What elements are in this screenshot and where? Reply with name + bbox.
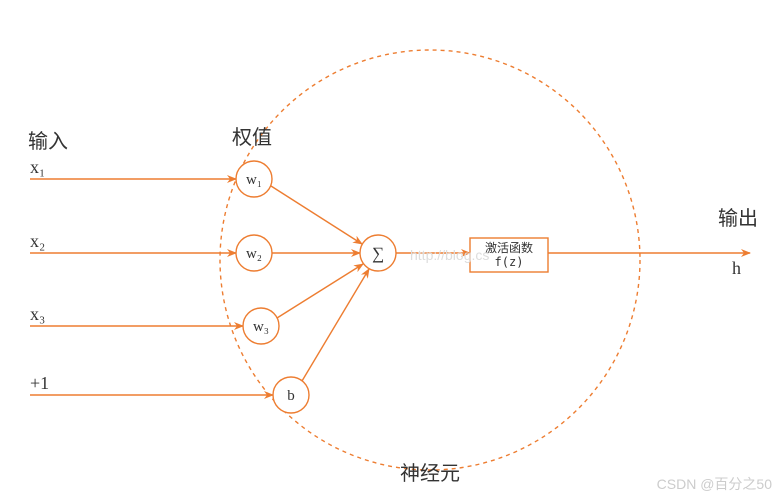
- output-title: 输出: [718, 207, 758, 230]
- label-activation-top: 激活函数: [485, 240, 533, 255]
- label-b: b: [287, 388, 295, 404]
- label-x1: x₁: [30, 157, 45, 177]
- neuron-diagram: 输入 权值 输出 神经元 x₁ x₂ x₃ +1 w₁ w₂ w₃ b ∑ 激活…: [0, 0, 784, 504]
- input-title: 输入: [28, 130, 68, 153]
- label-bias: +1: [30, 373, 49, 393]
- label-w1: w₁: [246, 172, 262, 188]
- label-x2: x₂: [30, 231, 45, 251]
- label-w2: w₂: [246, 246, 262, 262]
- neuron-title: 神经元: [400, 462, 460, 485]
- label-w3: w₃: [253, 319, 269, 335]
- label-sum: ∑: [372, 244, 384, 263]
- label-output-h: h: [732, 258, 741, 278]
- edge-w1-sum: [271, 186, 362, 244]
- label-x3: x₃: [30, 304, 45, 324]
- edge-b-sum: [302, 269, 369, 381]
- label-activation-bottom: f(z): [495, 255, 524, 269]
- edge-w3-sum: [277, 264, 363, 318]
- weight-title: 权值: [232, 126, 272, 149]
